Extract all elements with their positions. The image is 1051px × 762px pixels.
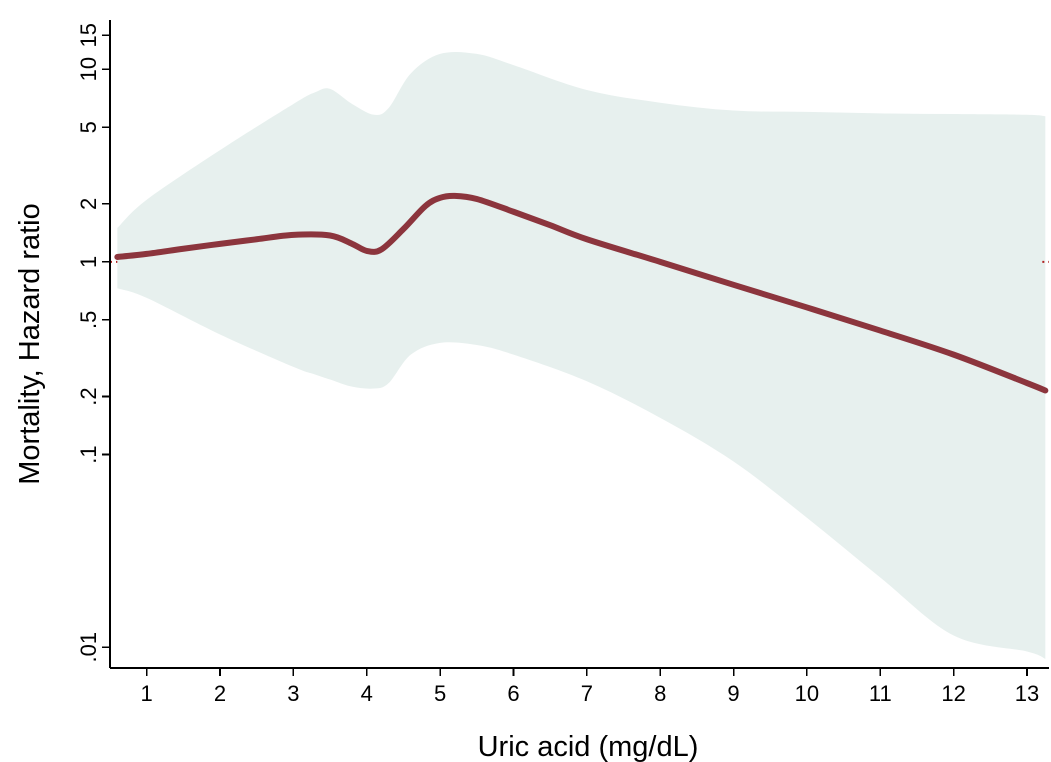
y-tick-label: 1 (76, 256, 101, 268)
hazard-ratio-line (114, 192, 1049, 394)
y-tick-label: .01 (76, 632, 101, 663)
y-tick-label: .5 (76, 311, 101, 329)
x-tick-label: 5 (434, 681, 446, 706)
x-ticks: 1 2 3 4 5 6 7 8 9 10 11 12 13 (141, 668, 1039, 706)
x-tick-label: 7 (581, 681, 593, 706)
x-tick-label: 13 (1015, 681, 1039, 706)
confidence-band (117, 51, 1046, 659)
x-tick-label: 1 (141, 681, 153, 706)
x-tick-label: 6 (507, 681, 519, 706)
y-tick-label: 10 (76, 57, 101, 81)
y-ticks: .01 .1 .2 .5 1 2 5 10 15 (76, 23, 110, 663)
x-tick-label: 10 (795, 681, 819, 706)
x-tick-label: 9 (727, 681, 739, 706)
x-tick-label: 12 (941, 681, 965, 706)
x-axis-title: Uric acid (mg/dL) (478, 731, 699, 762)
x-tick-label: 3 (287, 681, 299, 706)
y-tick-label: 2 (76, 198, 101, 210)
x-tick-label: 4 (361, 681, 373, 706)
y-axis-title: Mortality, Hazard ratio (14, 203, 46, 485)
y-tick-label: 5 (76, 121, 101, 133)
axes-layer (109, 20, 1049, 669)
y-tick-label: .1 (76, 445, 101, 463)
y-tick-label: 15 (76, 23, 101, 47)
x-tick-label: 11 (869, 681, 892, 706)
band-layer (117, 51, 1046, 659)
x-tick-label: 2 (214, 681, 226, 706)
x-tick-label: 8 (654, 681, 666, 706)
line-layer (114, 192, 1049, 394)
y-tick-label: .2 (76, 387, 101, 405)
